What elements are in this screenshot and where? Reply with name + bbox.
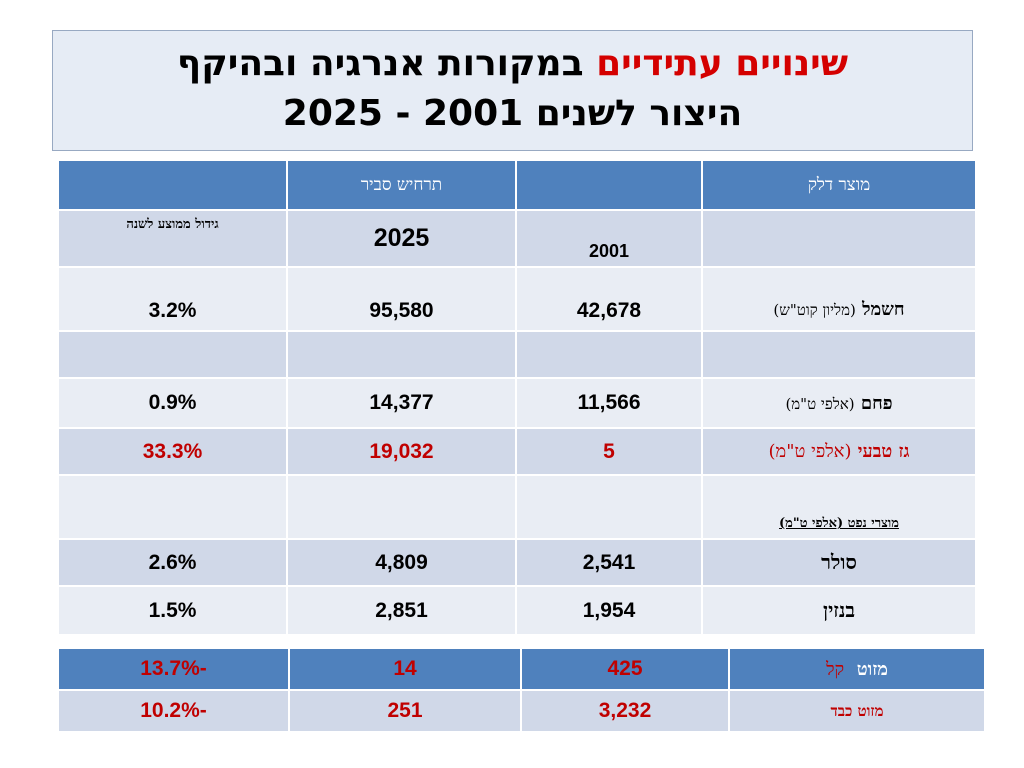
row-label: חשמל (מליון קוט"ש) xyxy=(701,266,977,332)
value-2025: 251 xyxy=(288,689,522,733)
header-scenario: תרחיש סביר xyxy=(286,159,517,211)
value-2001: 42,678 xyxy=(515,266,703,332)
energy-table: מוצר דלק תרחיש סביר 2001 2025 גידול ממוצ… xyxy=(57,159,977,636)
table-row-diesel: סולר 2,541 4,809 2.6% xyxy=(57,538,977,587)
subheader-row: 2001 2025 גידול ממוצע לשנה xyxy=(57,209,977,268)
growth-value: 33.3% xyxy=(57,427,288,476)
value-2001: 2,541 xyxy=(515,538,703,587)
growth-value: 3.2% xyxy=(57,266,288,332)
header-row: מוצר דלק תרחיש סביר xyxy=(57,159,977,211)
table-row-gasoline: בנזין 1,954 2,851 1.5% xyxy=(57,585,977,636)
value-2001: 5 xyxy=(515,427,703,476)
growth-value: 0.9% xyxy=(57,377,288,429)
table-row-coal: פחם (אלפי ט"מ) 11,566 14,377 0.9% xyxy=(57,377,977,429)
growth-value: 1.5% xyxy=(57,585,288,636)
growth-value: 2.6% xyxy=(57,538,288,587)
cell-empty xyxy=(701,330,977,379)
row-label: גז טבעי (אלפי ט"מ) xyxy=(701,427,977,476)
row-label: סולר xyxy=(701,538,977,587)
cell-empty xyxy=(701,209,977,268)
header-blank-2 xyxy=(57,159,288,211)
value-2001: 3,232 xyxy=(520,689,730,733)
row-label: מוצרי נפט (אלפי ט"מ) xyxy=(701,474,977,540)
table-row-gas: גז טבעי (אלפי ט"מ) 5 19,032 33.3% xyxy=(57,427,977,476)
row-label: פחם (אלפי ט"מ) xyxy=(701,377,977,429)
row-label: מזוט קל xyxy=(728,647,986,691)
cell-empty xyxy=(286,474,517,540)
value-2025: 4,809 xyxy=(286,538,517,587)
cell-empty xyxy=(57,330,288,379)
year-2001: 2001 xyxy=(515,209,703,268)
table-row-heavy-fuel: מזוט כבד 3,232 251 -10.2% xyxy=(57,689,986,733)
value-2001: 11,566 xyxy=(515,377,703,429)
growth-value: -13.7% xyxy=(57,647,290,691)
cell-empty xyxy=(286,330,517,379)
title-box: שינויים עתידיים במקורות אנרגיה ובהיקף הי… xyxy=(52,30,973,151)
value-2001: 1,954 xyxy=(515,585,703,636)
cell-empty xyxy=(515,330,703,379)
table-row-oil-products: מוצרי נפט (אלפי ט"מ) xyxy=(57,474,977,540)
title-line-1: שינויים עתידיים במקורות אנרגיה ובהיקף xyxy=(53,39,972,89)
header-product: מוצר דלק xyxy=(701,159,977,211)
header-blank-1 xyxy=(515,159,703,211)
table-row-light-fuel: מזוט קל 425 14 -13.7% xyxy=(57,647,986,691)
value-2025: 95,580 xyxy=(286,266,517,332)
fuel-oil-table: מזוט קל 425 14 -13.7% מזוט כבד 3,232 251… xyxy=(57,647,986,733)
title-highlight: שינויים עתידיים xyxy=(596,43,849,84)
cell-empty xyxy=(57,474,288,540)
row-label: בנזין xyxy=(701,585,977,636)
value-2025: 19,032 xyxy=(286,427,517,476)
value-2001: 425 xyxy=(520,647,730,691)
growth-header: גידול ממוצע לשנה xyxy=(57,209,288,268)
value-2025: 2,851 xyxy=(286,585,517,636)
title-line-2: היצור לשנים 2001 - 2025 xyxy=(282,93,743,134)
value-2025: 14,377 xyxy=(286,377,517,429)
table-row-electricity: חשמל (מליון קוט"ש) 42,678 95,580 3.2% xyxy=(57,266,977,332)
growth-value: -10.2% xyxy=(57,689,290,733)
table-row-empty xyxy=(57,330,977,379)
year-2025: 2025 xyxy=(286,209,517,268)
row-label: מזוט כבד xyxy=(728,689,986,733)
title-text: במקורות אנרגיה ובהיקף xyxy=(176,43,584,84)
cell-empty xyxy=(515,474,703,540)
value-2025: 14 xyxy=(288,647,522,691)
